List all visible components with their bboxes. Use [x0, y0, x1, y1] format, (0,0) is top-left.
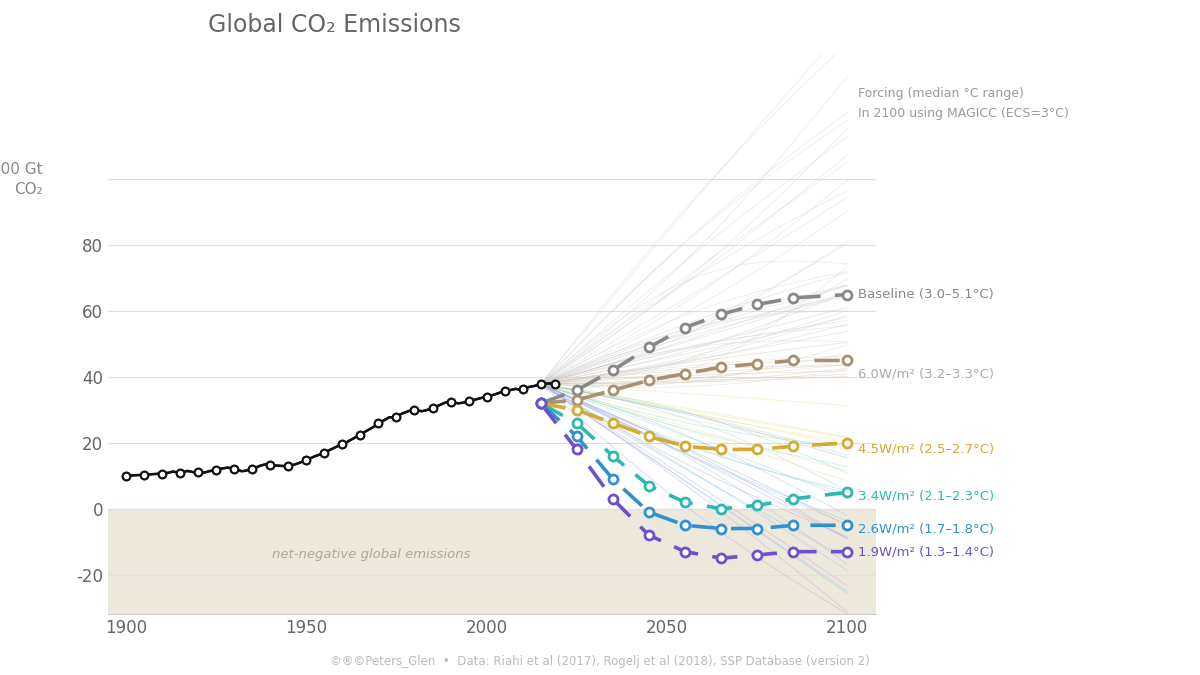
Text: Baseline (3.0–5.1°C): Baseline (3.0–5.1°C)	[858, 288, 994, 301]
Text: 3.4W/m² (2.1–2.3°C): 3.4W/m² (2.1–2.3°C)	[858, 489, 994, 502]
Text: 2.6W/m² (1.7–1.8°C): 2.6W/m² (1.7–1.8°C)	[858, 522, 994, 535]
Text: 6.0W/m² (3.2–3.3°C): 6.0W/m² (3.2–3.3°C)	[858, 367, 994, 380]
Text: 1.9W/m² (1.3–1.4°C): 1.9W/m² (1.3–1.4°C)	[858, 545, 994, 558]
Text: ©®©Peters_Glen  •  Data: Riahi et al (2017), Rogelj et al (2018), SSP Database (: ©®©Peters_Glen • Data: Riahi et al (2017…	[330, 655, 870, 668]
Text: net-negative global emissions: net-negative global emissions	[272, 548, 470, 562]
Text: Forcing (median °C range): Forcing (median °C range)	[858, 87, 1024, 100]
Text: 100 Gt
CO₂: 100 Gt CO₂	[0, 162, 43, 196]
Text: Global CO₂ Emissions: Global CO₂ Emissions	[208, 14, 461, 37]
Bar	[108, 509, 876, 614]
Text: In 2100 using MAGICC (ECS=3°C): In 2100 using MAGICC (ECS=3°C)	[858, 107, 1069, 119]
Text: 4.5W/m² (2.5–2.7°C): 4.5W/m² (2.5–2.7°C)	[858, 443, 994, 456]
